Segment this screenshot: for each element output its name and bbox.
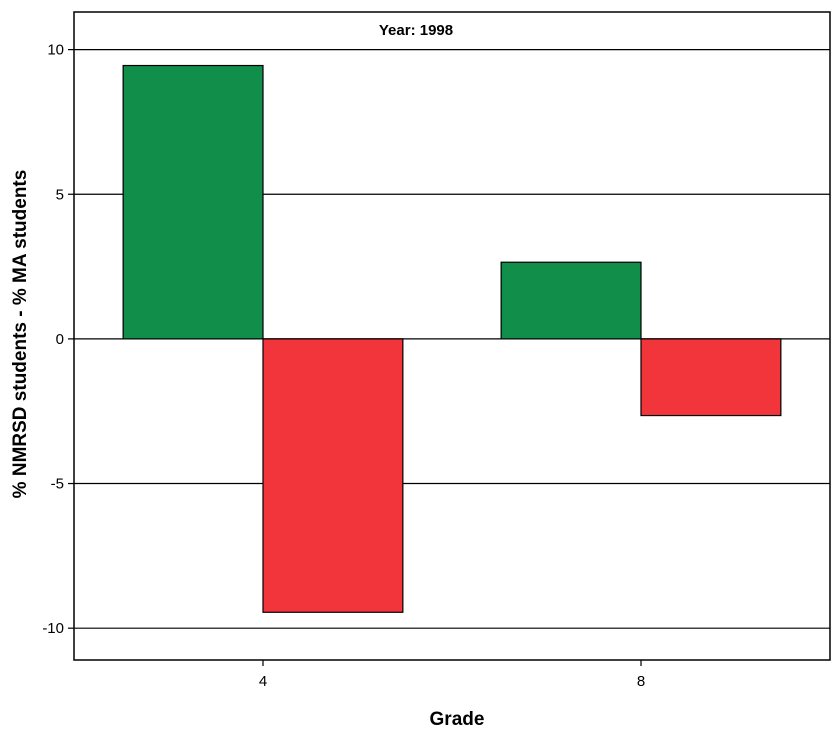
y-tick-label: 10 — [47, 42, 64, 59]
y-tick-label: 0 — [56, 331, 64, 348]
plot-frame — [73, 11, 831, 661]
bar — [262, 338, 404, 613]
chart-title: Year: 1998 — [379, 22, 453, 39]
x-tick-label: 4 — [259, 673, 267, 690]
bars — [122, 64, 782, 613]
bar — [122, 64, 264, 340]
y-tick-label: 5 — [56, 186, 64, 203]
bar — [640, 338, 782, 417]
x-axis-title: Grade — [430, 709, 485, 730]
y-tick-label: -10 — [42, 620, 64, 637]
y-axis-ticks: -10 -5 0 5 10 — [42, 42, 74, 637]
bar — [500, 261, 642, 340]
x-tick-label: 8 — [637, 673, 645, 690]
y-tick-label: -5 — [51, 476, 64, 493]
y-axis-title: % NMRSD students - % MA students — [10, 170, 31, 499]
